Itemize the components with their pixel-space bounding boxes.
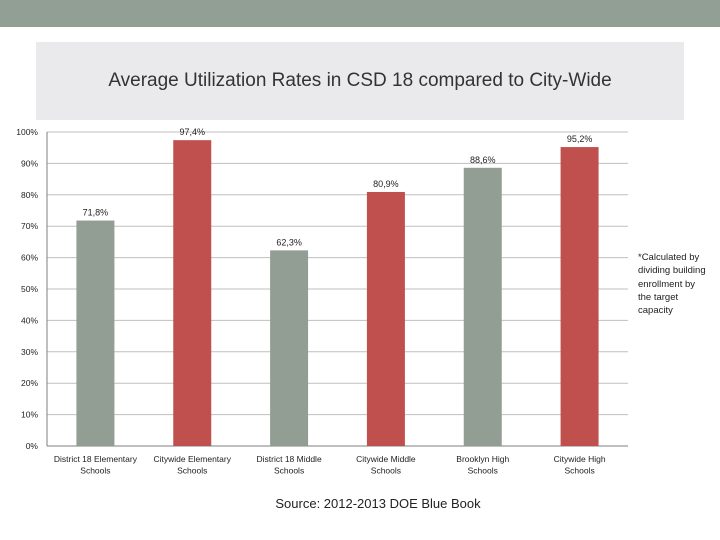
data-label: 95,2% <box>567 134 593 144</box>
y-tick-label: 80% <box>21 190 38 200</box>
bar <box>76 220 115 446</box>
y-tick-label: 50% <box>21 284 38 294</box>
footnote: *Calculated by dividing building enrollm… <box>638 252 706 317</box>
source-note: Source: 2012-2013 DOE Blue Book <box>275 496 481 511</box>
y-tick-label: 70% <box>21 221 38 231</box>
x-tick-label: District 18 Middle <box>256 454 321 464</box>
x-tick-label: Citywide High <box>554 454 606 464</box>
x-tick-label: District 18 Elementary <box>54 454 138 464</box>
data-label: 62,3% <box>276 237 302 247</box>
x-tick-label: Schools <box>371 466 401 476</box>
y-tick-label: 40% <box>21 315 38 325</box>
bar <box>173 140 212 446</box>
chart-title: Average Utilization Rates in CSD 18 comp… <box>108 70 612 91</box>
x-tick-label: Citywide Middle <box>356 454 416 464</box>
x-tick-label: Schools <box>274 466 304 476</box>
x-tick-label: Schools <box>564 466 594 476</box>
y-tick-label: 10% <box>21 410 38 420</box>
bar <box>270 250 309 446</box>
data-label: 97,4% <box>179 127 205 137</box>
y-tick-label: 100% <box>16 127 38 137</box>
bar <box>560 147 599 446</box>
y-tick-label: 20% <box>21 378 38 388</box>
x-tick-label: Schools <box>177 466 207 476</box>
data-label: 71,8% <box>83 208 109 218</box>
title-box <box>36 42 684 120</box>
y-tick-label: 30% <box>21 347 38 357</box>
top-band <box>0 0 720 27</box>
data-label: 88,6% <box>470 155 496 165</box>
bar <box>366 191 405 446</box>
data-label: 80,9% <box>373 179 399 189</box>
bar <box>463 167 502 446</box>
x-tick-label: Citywide Elementary <box>154 454 232 464</box>
y-tick-label: 0% <box>26 441 39 451</box>
x-tick-label: Schools <box>80 466 110 476</box>
x-tick-label: Brooklyn High <box>456 454 509 464</box>
x-tick-label: Schools <box>468 466 498 476</box>
y-tick-label: 60% <box>21 253 38 263</box>
y-tick-label: 90% <box>21 158 38 168</box>
